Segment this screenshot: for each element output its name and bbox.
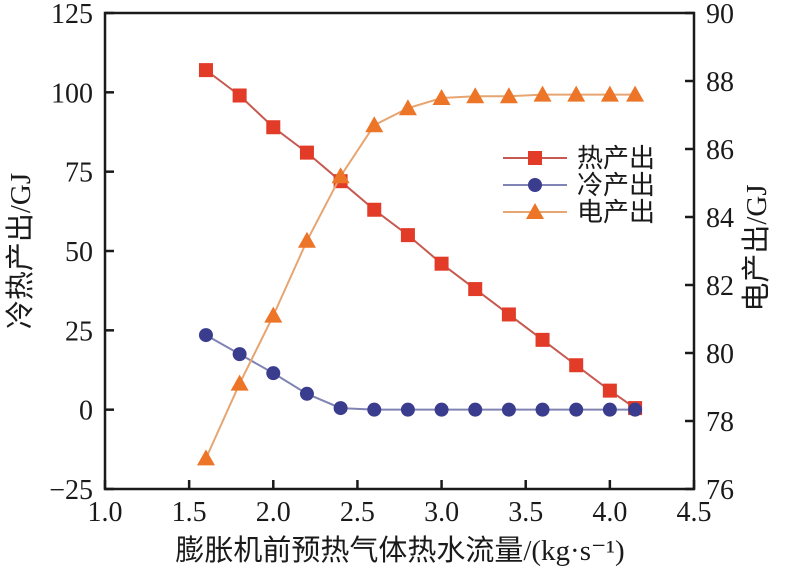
- square-marker: [299, 145, 314, 160]
- axis-ticks: [103, 11, 696, 491]
- axis-tick-labels: 1.0 1.5 2.0 2.5 3.0 3.5 4.0 4.5 −25 0 25 50 75 100 125…: [49, 0, 734, 528]
- triangle-marker: [264, 306, 283, 323]
- circle-marker: [367, 402, 382, 417]
- triangle-marker: [526, 203, 544, 219]
- triangle-marker: [600, 85, 619, 102]
- power-output-line: [205, 93, 636, 459]
- x-tick-label: 2.5: [340, 497, 375, 528]
- square-marker: [528, 151, 542, 165]
- y-left-tick-label: 100: [51, 78, 93, 109]
- y-left-tick-label: 25: [65, 316, 93, 347]
- y-left-axis-label: 冷热产出/GJ: [4, 173, 37, 329]
- triangle-marker: [432, 89, 451, 105]
- y-right-tick-label: 80: [706, 339, 734, 370]
- triangle-marker: [331, 167, 350, 184]
- y-right-tick-label: 88: [706, 67, 734, 98]
- cold-output-series: [198, 328, 643, 417]
- y-right-tick-label: 82: [706, 271, 734, 302]
- x-tick-label: 4.5: [677, 497, 712, 528]
- data-series: [196, 63, 645, 466]
- circle-marker: [569, 402, 584, 417]
- y-right-tick-label: 90: [706, 0, 734, 30]
- triangle-marker: [365, 116, 384, 133]
- circle-marker: [602, 402, 617, 417]
- circle-marker: [468, 402, 483, 417]
- triangle-marker: [567, 85, 586, 102]
- square-marker: [569, 358, 584, 373]
- y-left-tick-label: 125: [51, 0, 93, 30]
- plot-frame: [103, 11, 696, 491]
- heat-output-series: [198, 63, 643, 416]
- x-axis-label: 膨胀机前预热气体热水流量/(kg·s⁻¹): [175, 534, 624, 567]
- triangle-marker: [466, 87, 485, 104]
- cold-output-legend-label: 冷产出: [577, 171, 655, 200]
- triangle-marker: [626, 85, 645, 102]
- x-tick-label: 1.5: [172, 497, 207, 528]
- square-marker: [266, 120, 281, 135]
- square-marker: [198, 63, 213, 78]
- legend-item-power-output: 电产出: [503, 198, 655, 227]
- legend-item-cold-output: 冷产出: [503, 171, 655, 200]
- legend-item-heat-output: 热产出: [503, 144, 655, 173]
- triangle-marker: [499, 87, 518, 104]
- circle-marker: [198, 328, 213, 343]
- triangle-marker: [230, 374, 249, 391]
- circle-marker: [434, 402, 449, 417]
- circle-marker: [528, 178, 542, 192]
- square-marker: [367, 202, 382, 217]
- square-marker: [400, 228, 415, 243]
- triangle-marker: [533, 85, 552, 102]
- y-left-tick-label: −25: [49, 475, 93, 506]
- square-marker: [535, 332, 550, 347]
- y-right-tick-label: 84: [706, 203, 734, 234]
- y-right-tick-label: 78: [706, 407, 734, 438]
- circle-marker: [535, 402, 550, 417]
- triangle-marker: [398, 99, 417, 116]
- square-marker: [602, 383, 617, 398]
- circle-marker: [333, 401, 348, 416]
- y-left-tick-label: 0: [79, 396, 93, 427]
- circle-marker: [400, 402, 415, 417]
- circle-marker: [628, 402, 643, 417]
- square-marker: [501, 307, 516, 322]
- square-marker: [434, 256, 449, 271]
- x-tick-label: 1.0: [88, 497, 123, 528]
- y-right-axis-label: 电产出/GJ: [740, 184, 773, 311]
- x-tick-label: 4.0: [592, 497, 627, 528]
- square-marker: [232, 88, 247, 103]
- x-tick-label: 2.0: [256, 497, 291, 528]
- circle-marker: [266, 366, 281, 381]
- y-left-tick-label: 75: [65, 158, 93, 189]
- x-tick-label: 3.0: [424, 497, 459, 528]
- circle-marker: [232, 347, 247, 362]
- y-right-tick-label: 76: [706, 475, 734, 506]
- triangle-marker: [196, 449, 215, 466]
- heat-output-legend-label: 热产出: [577, 144, 655, 173]
- circle-marker: [299, 386, 314, 401]
- power-output-legend-label: 电产出: [577, 198, 655, 227]
- circle-marker: [501, 402, 516, 417]
- triangle-marker: [297, 231, 316, 248]
- x-tick-label: 3.5: [508, 497, 543, 528]
- y-left-tick-label: 50: [65, 237, 93, 268]
- power-output-series: [196, 85, 645, 466]
- y-right-tick-label: 86: [706, 135, 734, 166]
- square-marker: [468, 282, 483, 297]
